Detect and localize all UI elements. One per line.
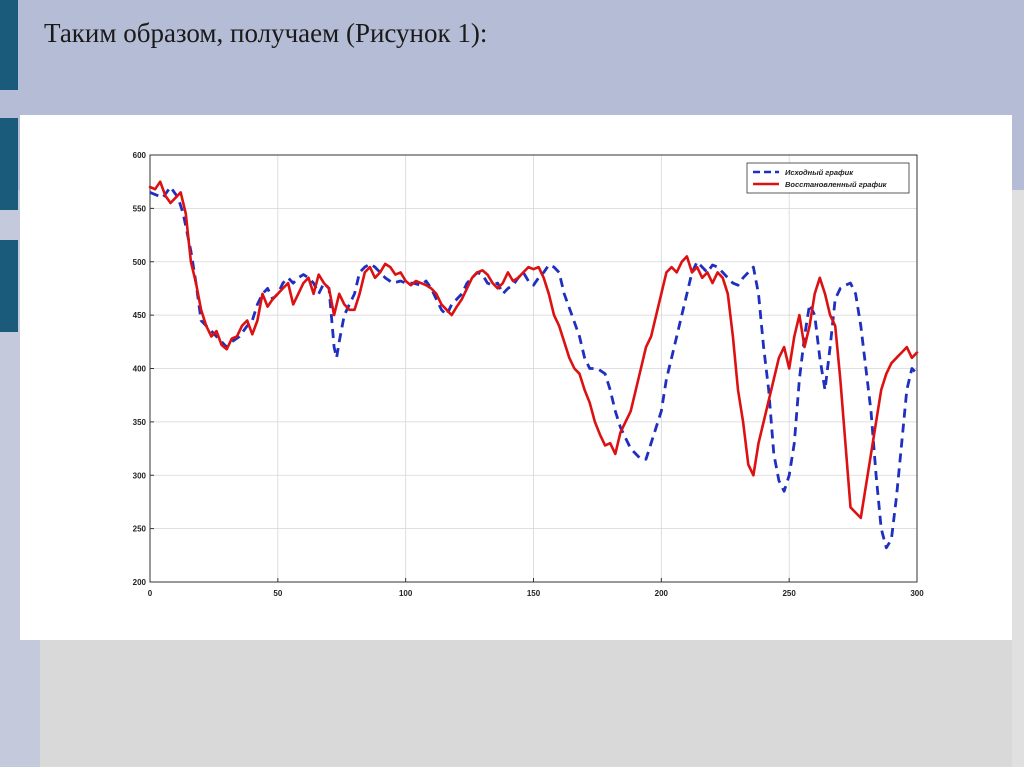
slide-title: Таким образом, получаем (Рисунок 1): bbox=[44, 18, 488, 48]
x-tick-label: 0 bbox=[148, 589, 153, 598]
x-tick-label: 100 bbox=[399, 589, 413, 598]
x-tick-label: 150 bbox=[527, 589, 541, 598]
slide-edge-bar bbox=[0, 0, 18, 90]
x-tick-label: 300 bbox=[910, 589, 924, 598]
x-tick-label: 50 bbox=[273, 589, 282, 598]
y-tick-label: 250 bbox=[133, 525, 147, 534]
y-tick-label: 400 bbox=[133, 365, 147, 374]
line-chart: 0 50 100 150 200 250 300 200 250 300 350 400 450 500 5… bbox=[133, 151, 925, 598]
x-tick-label: 250 bbox=[782, 589, 796, 598]
y-tick-label: 550 bbox=[133, 204, 147, 213]
y-tick-label: 200 bbox=[133, 578, 147, 587]
y-tick-label: 300 bbox=[133, 471, 147, 480]
y-tick-label: 450 bbox=[133, 311, 147, 320]
legend-label: Восстановленный график bbox=[785, 180, 888, 189]
y-tick-label: 600 bbox=[133, 151, 147, 160]
legend-label: Исходный график bbox=[785, 168, 854, 177]
series-line-restored bbox=[148, 180, 919, 520]
y-tick-label: 500 bbox=[133, 258, 147, 267]
series-line-original bbox=[149, 185, 919, 550]
slide-edge-bar bbox=[0, 240, 18, 332]
slide-edge-bar bbox=[0, 118, 18, 210]
legend-box bbox=[746, 162, 910, 194]
figure-panel: 0 50 100 150 200 250 300 200 250 300 350 400 450 500 5… bbox=[20, 115, 1012, 640]
y-tick-label: 350 bbox=[133, 418, 147, 427]
slide-right-strip bbox=[1012, 190, 1024, 767]
x-tick-label: 200 bbox=[655, 589, 669, 598]
